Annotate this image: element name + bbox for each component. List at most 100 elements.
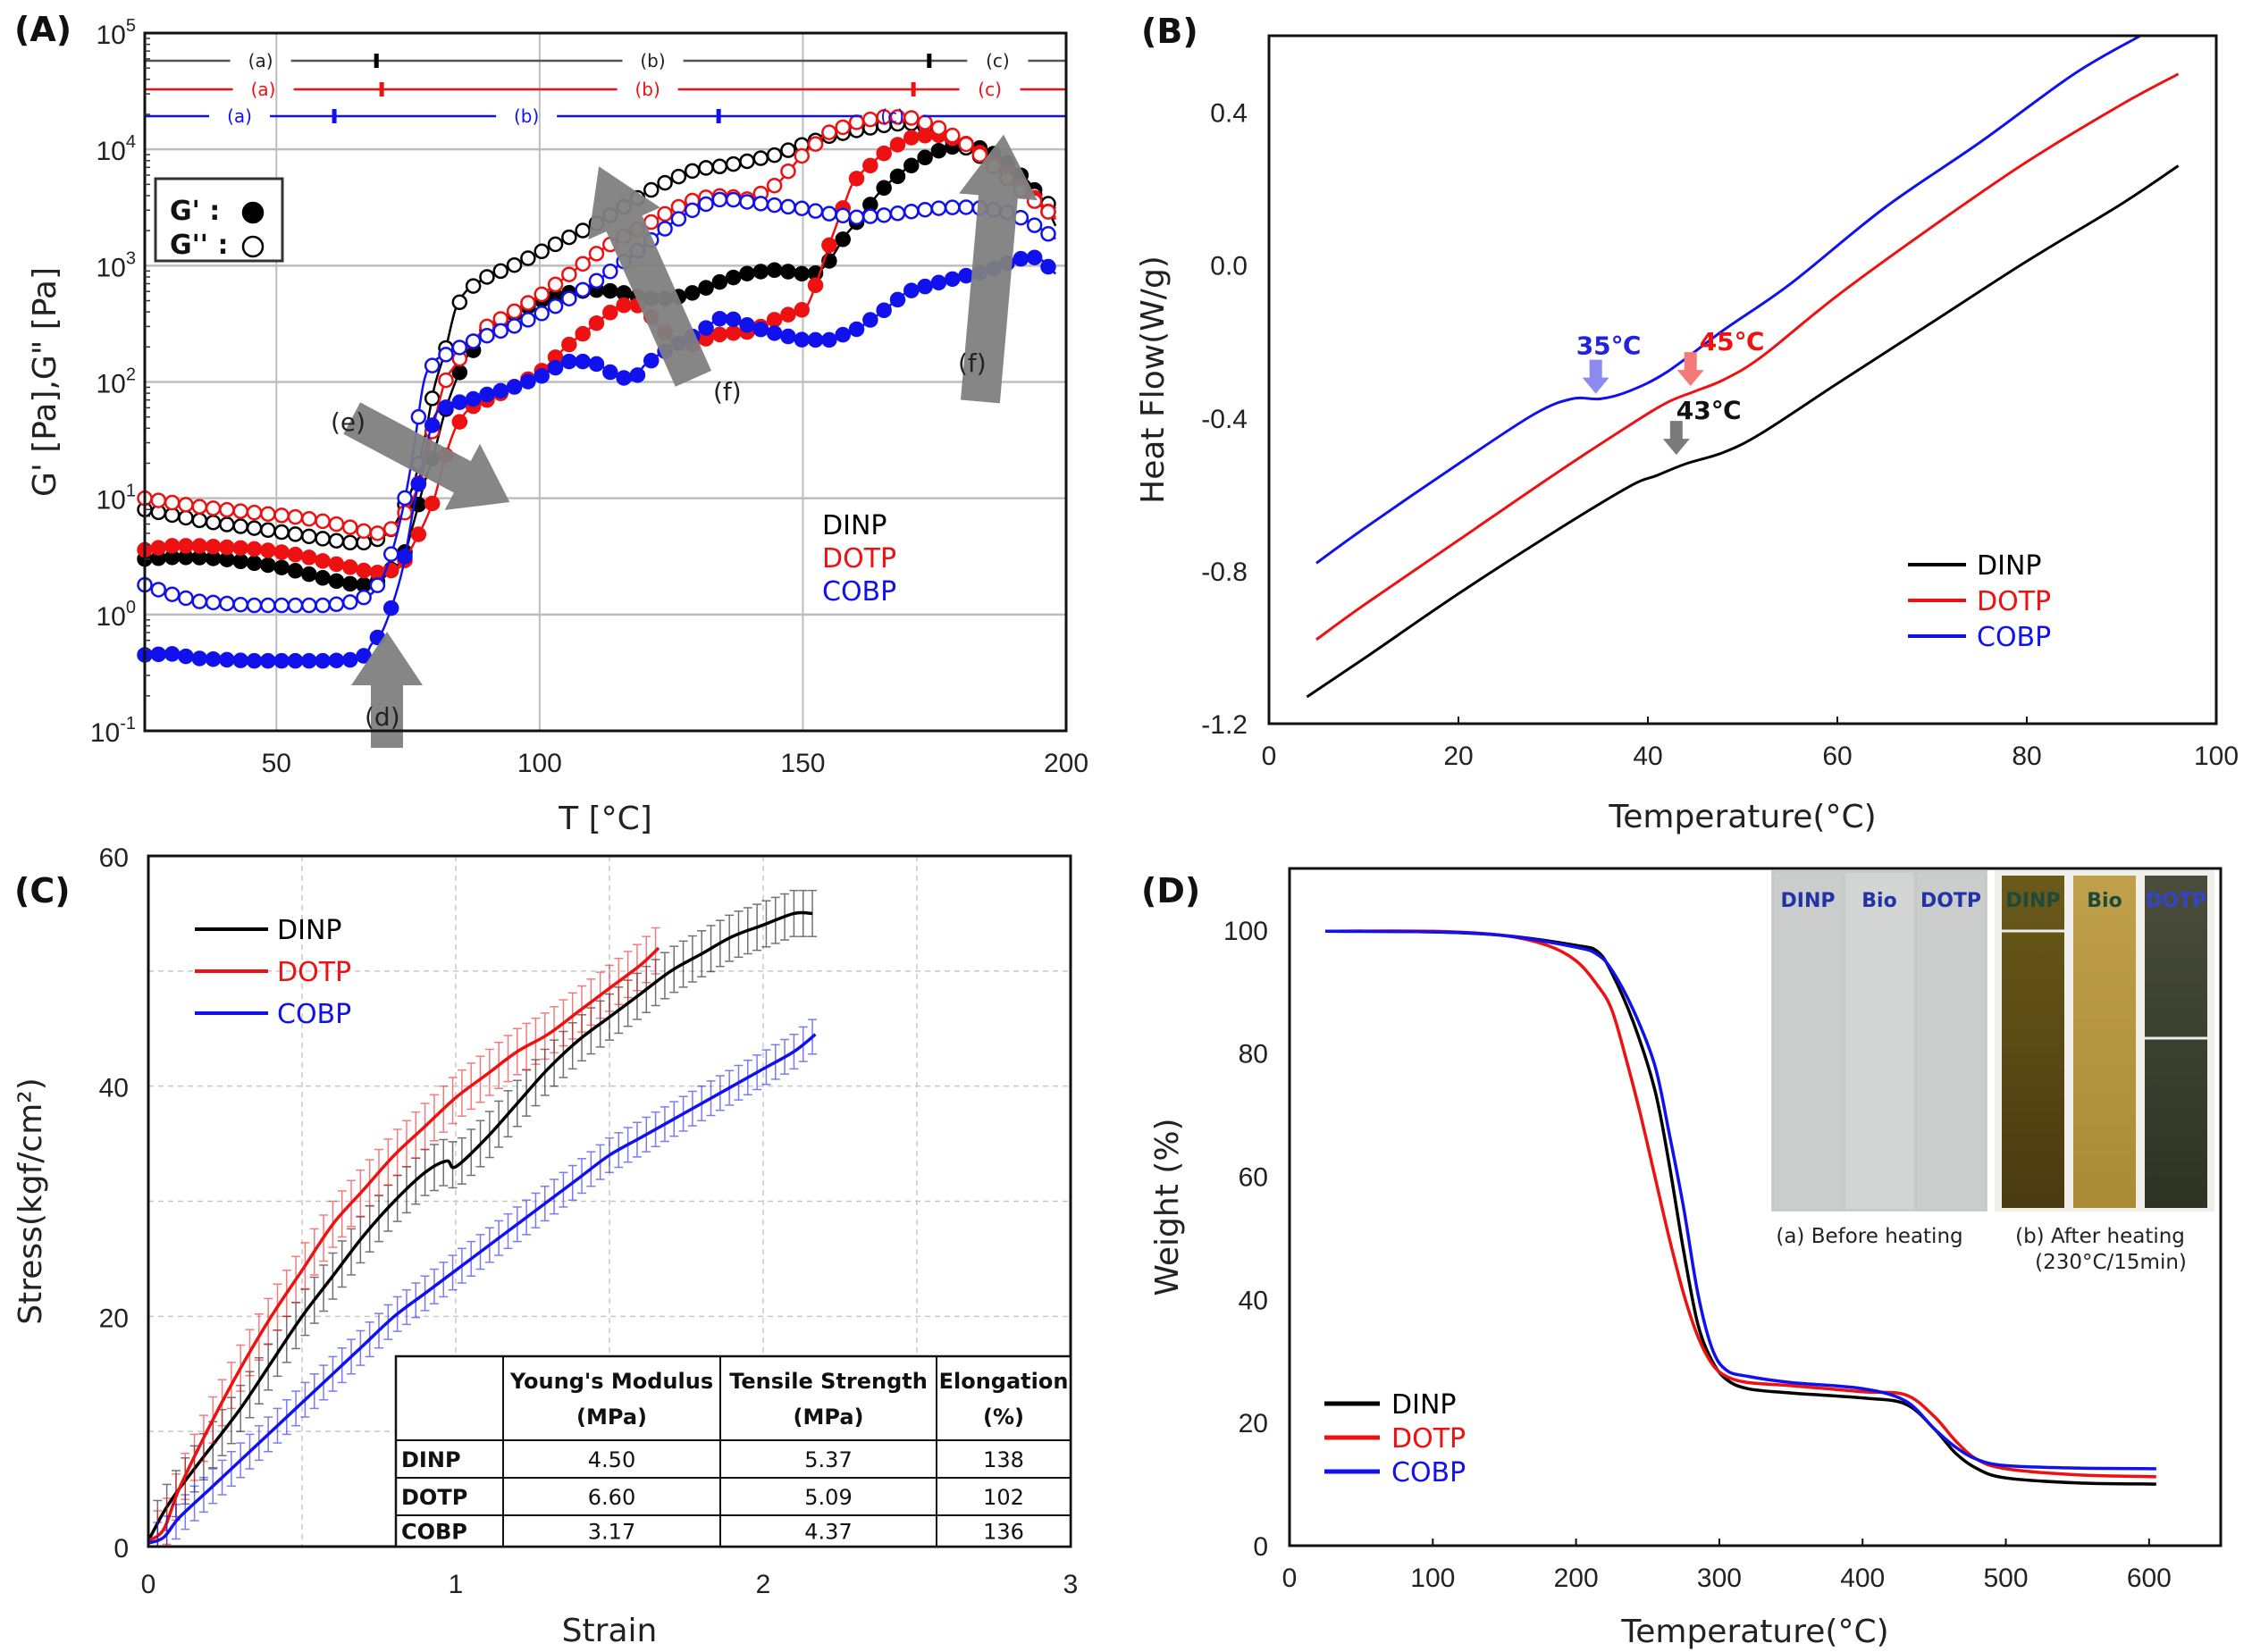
data-point (971, 147, 988, 164)
data-point (328, 573, 345, 590)
data-point (356, 648, 372, 664)
data-point (150, 540, 167, 556)
phase-label: (c) (986, 50, 1010, 71)
x-tick-label: 60 (1822, 742, 1852, 771)
data-point (876, 180, 892, 197)
data-point (520, 295, 536, 311)
data-point (451, 294, 468, 311)
axis-ticks: 0 1 2 3 0 20 40 60 (99, 843, 1079, 1599)
data-point (602, 364, 618, 381)
x-tick-label: 0 (141, 1570, 156, 1599)
marker-legend-label: G'' : (170, 230, 228, 261)
data-point (711, 191, 728, 208)
down-arrow-icon (1676, 352, 1704, 387)
data-point (273, 652, 290, 669)
table-row-header: DOTP (401, 1485, 467, 1510)
phase-label: (b) (640, 50, 665, 71)
x-axis-label: Temperature(°C) (1608, 799, 1876, 835)
data-point (848, 171, 865, 187)
data-point (424, 390, 441, 407)
x-axis-label: Strain (562, 1613, 658, 1649)
data-point (232, 652, 248, 668)
y-tick-label: -0.8 (1201, 558, 1248, 587)
data-point (944, 271, 961, 288)
legend-entry-cobp: COBP (1977, 622, 2051, 653)
data-point (917, 278, 933, 295)
y-tick-label: 0 (113, 1534, 129, 1564)
data-point (328, 556, 345, 573)
data-point (342, 559, 358, 575)
y-axis-label: Stress(kgf/cm²) (13, 1078, 49, 1325)
data-point (725, 155, 742, 172)
data-point (301, 510, 317, 527)
data-point (739, 265, 755, 281)
data-point (930, 274, 947, 291)
data-point (698, 320, 714, 336)
strip-label: DINP (2006, 890, 2061, 912)
data-point (930, 200, 947, 216)
mechanical-properties-table: Young's Modulus (MPa) Tensile Strength (MPa… (394, 1354, 1072, 1548)
data-point (917, 201, 933, 218)
data-point (917, 149, 933, 166)
data-point (342, 594, 358, 610)
phase-bars: (a) (b) (c) (a) (b) (c) (a) (b) (c) (145, 50, 1066, 127)
x-tick-label: 40 (1633, 742, 1662, 771)
data-point (438, 347, 454, 363)
data-point (342, 519, 358, 535)
data-point (930, 120, 947, 136)
arrow-shape (959, 134, 1038, 404)
data-point (561, 290, 577, 306)
data-point (301, 549, 317, 566)
data-point (1026, 249, 1043, 265)
data-point (575, 256, 591, 273)
table-header-unit: (MPa) (794, 1405, 864, 1430)
data-point (876, 302, 892, 319)
data-point (205, 514, 222, 531)
tg-annotation-dinp: 43℃ (1662, 396, 1742, 456)
data-point (424, 417, 441, 433)
phase-label: (a) (227, 105, 252, 127)
data-point (315, 597, 331, 614)
series-line-dinp (1306, 164, 2180, 699)
data-point (862, 157, 878, 174)
data-point (588, 273, 605, 289)
series-cobp-g (137, 249, 1057, 669)
phase-label: (a) (248, 50, 273, 71)
marker-legend-label: G' : (170, 196, 220, 227)
phase-label: (b) (514, 105, 539, 127)
legend-entry-dinp: DINP (822, 510, 887, 541)
open-circle-icon (241, 235, 265, 258)
data-point (711, 273, 728, 290)
data-point (629, 367, 646, 383)
data-point (465, 333, 482, 349)
x-tick-label: 400 (1840, 1564, 1885, 1593)
data-point (328, 652, 345, 668)
table-header-unit: (%) (983, 1405, 1024, 1430)
data-point (602, 305, 618, 321)
data-point (588, 314, 605, 331)
data-point (287, 652, 304, 669)
x-tick-label: 0 (1282, 1564, 1298, 1593)
data-point (232, 596, 248, 613)
data-point (479, 327, 495, 344)
annotation-label: 43℃ (1676, 396, 1742, 425)
legend-entry-dinp: DINP (1391, 1389, 1456, 1421)
series-line-cobp (1315, 34, 2141, 565)
photo-before-heating: DINP Bio DOTP (a) Before heating (1771, 870, 1987, 1248)
y-tick-label: 100 (1223, 917, 1268, 946)
table-header: Elongation (939, 1369, 1069, 1394)
data-point (356, 589, 372, 606)
strip-label: DOTP (2146, 890, 2206, 912)
data-point (315, 531, 331, 547)
data-point (766, 197, 783, 214)
data-point (246, 541, 263, 558)
data-point (246, 504, 263, 521)
data-point (835, 231, 851, 247)
data-point (479, 386, 495, 403)
data-point (657, 205, 673, 222)
data-point (575, 222, 591, 239)
data-point (1040, 204, 1056, 220)
sample-strip (2002, 876, 2064, 1208)
